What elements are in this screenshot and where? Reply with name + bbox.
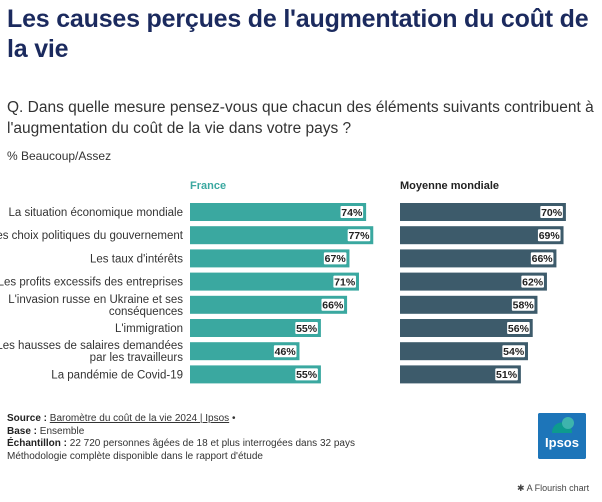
category-label: L'invasion russe en Ukraine et ses conséq… bbox=[8, 294, 183, 318]
bar-mondial[interactable] bbox=[400, 272, 547, 291]
source-link[interactable]: Baromètre du coût de la vie 2024 | Ipsos bbox=[49, 413, 230, 424]
data-label-mondial: 54% bbox=[503, 346, 525, 358]
data-label-france: 46% bbox=[275, 346, 297, 358]
flourish-icon: ✱ bbox=[517, 483, 525, 493]
bar-france[interactable] bbox=[190, 249, 350, 268]
data-label-background bbox=[273, 345, 297, 358]
category-label: Les profits excessifs des entreprises bbox=[0, 277, 183, 289]
source-suffix: • bbox=[231, 413, 236, 424]
data-label-france: 67% bbox=[325, 253, 347, 265]
footer: Source : Baromètre du coût de la vie 202… bbox=[7, 413, 427, 463]
category-label: La situation économique mondiale bbox=[8, 207, 183, 219]
data-label-background bbox=[502, 345, 525, 358]
bar-mondial[interactable] bbox=[400, 295, 538, 314]
category-label: La pandémie de Covid-19 bbox=[51, 369, 183, 381]
data-label-mondial: 66% bbox=[532, 253, 554, 265]
data-label-background bbox=[521, 275, 544, 288]
category-label: L'immigration bbox=[115, 323, 183, 335]
data-label-mondial: 56% bbox=[508, 323, 530, 335]
data-label-background bbox=[295, 368, 318, 381]
flourish-text: A Flourish chart bbox=[526, 483, 590, 493]
data-label-background bbox=[507, 322, 530, 334]
data-label-background bbox=[333, 275, 356, 288]
series-header-mondial: Moyenne mondiale bbox=[400, 180, 500, 192]
data-label-background bbox=[347, 229, 371, 242]
bar-mondial[interactable] bbox=[400, 226, 564, 245]
data-label-background bbox=[537, 229, 561, 242]
data-label-background bbox=[340, 206, 364, 218]
footer-sample-line: Échantillon : 22 720 personnes âgées de … bbox=[7, 438, 427, 451]
chart-title: Les causes perçues de l'augmentation du … bbox=[7, 5, 589, 63]
bar-france[interactable] bbox=[190, 272, 359, 291]
bar-france[interactable] bbox=[190, 319, 321, 337]
unit-label: % Beaucoup/Assez bbox=[7, 149, 112, 163]
data-label-france: 71% bbox=[334, 276, 356, 288]
survey-question: Q. Dans quelle mesure pensez-vous que ch… bbox=[7, 99, 594, 137]
data-label-background bbox=[321, 298, 345, 311]
data-label-background bbox=[511, 298, 535, 311]
bar-france[interactable] bbox=[190, 226, 374, 245]
data-label-france: 55% bbox=[296, 369, 318, 381]
base-label: Base : bbox=[7, 425, 38, 437]
data-label-france: 74% bbox=[341, 207, 363, 219]
flourish-credit[interactable]: ✱ A Flourish chart bbox=[517, 483, 589, 494]
bar-france[interactable] bbox=[190, 365, 321, 384]
method-text: Méthodologie complète disponible dans le… bbox=[7, 450, 263, 462]
sample-label: Échantillon : bbox=[7, 438, 67, 449]
bar-mondial[interactable] bbox=[400, 249, 557, 268]
data-label-background bbox=[295, 322, 318, 334]
bar-france[interactable] bbox=[190, 295, 348, 314]
bar-france[interactable] bbox=[190, 203, 367, 221]
data-label-mondial: 62% bbox=[522, 276, 544, 288]
data-label-france: 55% bbox=[296, 323, 318, 335]
bar-mondial[interactable] bbox=[400, 365, 521, 384]
data-label-mondial: 69% bbox=[539, 230, 561, 242]
data-label-france: 77% bbox=[348, 230, 370, 242]
series-header-france: France bbox=[190, 180, 227, 192]
data-label-mondial: 70% bbox=[541, 207, 563, 219]
data-label-background bbox=[530, 252, 554, 265]
footer-base-line: Base : Ensemble bbox=[7, 426, 427, 439]
source-label: Source : bbox=[7, 413, 48, 424]
bar-france[interactable] bbox=[190, 342, 300, 361]
bar-mondial[interactable] bbox=[400, 203, 566, 221]
bar-chart: La situation économique mondiale 74% 70% Le… bbox=[0, 203, 566, 384]
ipsos-logo-text: Ipsos bbox=[545, 435, 579, 450]
base-text: Ensemble bbox=[39, 425, 85, 437]
category-label: Les choix politiques du gouvernement bbox=[0, 230, 184, 242]
category-label: Les taux d'intérêts bbox=[90, 253, 183, 265]
bar-mondial[interactable] bbox=[400, 342, 528, 361]
ipsos-logo: Ipsos bbox=[538, 413, 586, 459]
ipsos-logo-shape bbox=[538, 413, 586, 459]
data-label-background bbox=[495, 368, 518, 381]
data-label-background bbox=[323, 252, 347, 265]
category-label: Les hausses de salaires demandées par les… bbox=[0, 340, 183, 364]
data-label-france: 66% bbox=[322, 300, 344, 312]
bar-mondial[interactable] bbox=[400, 319, 533, 337]
sample-text: 22 720 personnes âgées de 18 et plus int… bbox=[69, 438, 355, 449]
footer-source-line: Source : Baromètre du coût de la vie 202… bbox=[7, 413, 427, 426]
data-label-mondial: 58% bbox=[513, 300, 535, 312]
data-label-mondial: 51% bbox=[496, 369, 518, 381]
data-label-background bbox=[540, 206, 563, 218]
